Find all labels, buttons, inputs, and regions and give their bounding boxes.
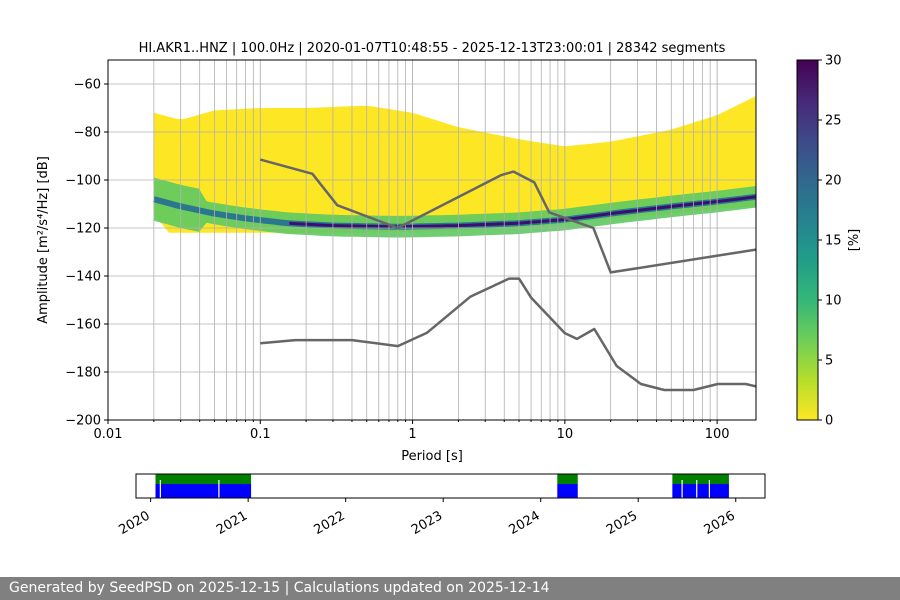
colorbar-tick-label: 10 (825, 294, 842, 309)
timeline-tick-label: 2025 (604, 508, 640, 538)
timeline-bars (155, 474, 729, 498)
y-tick-label: −80 (74, 126, 101, 141)
pdf-envelope (153, 96, 756, 233)
timeline-tick-label: 2024 (507, 508, 543, 538)
colorbar-label: [%] (847, 229, 862, 252)
x-tick-label: 10 (557, 427, 574, 442)
colorbar-fill (796, 59, 819, 421)
footer-text: Generated by SeedPSD on 2025-12-15 | Cal… (9, 580, 550, 596)
plot-frame (107, 59, 757, 421)
x-tick-label: 0.01 (94, 427, 123, 442)
coverage-bar (155, 474, 252, 484)
colorbar-tick-label: 5 (825, 354, 833, 369)
data-bar (155, 484, 252, 498)
noise-model-lines (259, 158, 756, 392)
psd-plot: HI.AKR1..HNZ | 100.0Hz | 2020-01-07T10:4… (36, 41, 757, 464)
x-axis-ticks: 0.01 0.1 1 10 100 (94, 420, 730, 442)
y-tick-label: −120 (65, 222, 101, 237)
timeline-tick-label: 2022 (312, 508, 348, 538)
x-axis-label: Period [s] (401, 449, 463, 464)
timeline-ticks: 2020 2021 2022 2023 2024 2025 2026 (116, 498, 738, 538)
grid-lines (108, 60, 756, 420)
y-axis-ticks: −200 −180 −160 −140 −120 −100 −80 −60 (65, 78, 108, 429)
colorbar: 0 5 10 15 20 25 30 [%] (796, 54, 862, 429)
timeline-tick-label: 2020 (116, 508, 152, 538)
y-tick-label: −140 (65, 270, 101, 285)
data-bar (672, 484, 729, 498)
colorbar-ticks: 0 5 10 15 20 25 30 (818, 54, 842, 429)
footer-bar: Generated by SeedPSD on 2025-12-15 | Cal… (0, 577, 900, 600)
x-tick-label: 100 (705, 427, 730, 442)
colorbar-tick-label: 0 (825, 414, 833, 429)
new-low-noise-model (260, 277, 756, 392)
colorbar-tick-label: 20 (825, 174, 842, 189)
y-tick-label: −180 (65, 366, 101, 381)
chart-title: HI.AKR1..HNZ | 100.0Hz | 2020-01-07T10:4… (139, 41, 726, 56)
y-tick-label: −100 (65, 174, 101, 189)
coverage-bar (557, 474, 578, 484)
x-tick-label: 1 (408, 427, 416, 442)
y-tick-label: −160 (65, 318, 101, 333)
pdf-heatmap (153, 96, 756, 238)
coverage-bar (672, 474, 729, 484)
y-axis-label: Amplitude [m²/s⁴/Hz] [dB] (36, 156, 51, 324)
data-availability-timeline: 2020 2021 2022 2023 2024 2025 2026 (116, 473, 766, 538)
colorbar-tick-label: 25 (825, 114, 842, 129)
colorbar-tick-label: 15 (825, 234, 842, 249)
timeline-tick-label: 2023 (409, 508, 445, 538)
y-tick-label: −200 (65, 414, 101, 429)
data-bar (557, 484, 578, 498)
timeline-tick-label: 2021 (214, 508, 250, 538)
timeline-tick-label: 2026 (702, 508, 738, 538)
new-high-noise-model (259, 158, 756, 274)
timeline-frame (135, 473, 766, 499)
y-tick-label: −60 (74, 78, 101, 93)
colorbar-tick-label: 30 (825, 54, 842, 69)
x-tick-label: 0.1 (250, 427, 271, 442)
